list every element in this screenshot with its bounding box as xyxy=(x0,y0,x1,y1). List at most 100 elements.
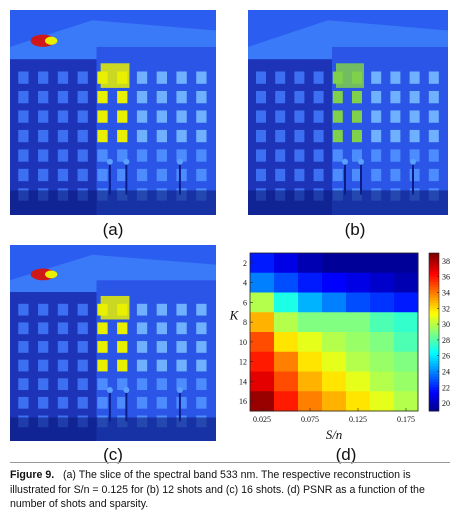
window xyxy=(294,71,305,84)
window xyxy=(196,129,207,143)
window xyxy=(38,168,49,182)
colorbar-tick-label: 22 xyxy=(442,383,450,392)
colorbar-segment xyxy=(429,382,439,386)
lamp-post xyxy=(125,392,128,422)
colorbar-segment xyxy=(429,345,439,349)
window xyxy=(77,303,88,316)
window xyxy=(57,110,69,123)
window xyxy=(390,129,401,143)
window xyxy=(275,168,286,182)
window xyxy=(428,71,439,84)
window xyxy=(390,168,401,182)
window xyxy=(196,71,207,84)
heatmap-cell xyxy=(298,272,323,293)
colorbar-segment xyxy=(429,405,439,409)
window xyxy=(117,396,128,409)
window xyxy=(196,359,207,372)
street xyxy=(10,417,216,441)
y-axis-label: K xyxy=(229,307,240,322)
lamp xyxy=(176,387,183,394)
heatmap-cell xyxy=(274,332,299,353)
window xyxy=(352,149,362,162)
panel-c: (c) xyxy=(10,245,216,470)
window xyxy=(371,129,382,143)
window xyxy=(57,129,69,143)
heatmap-cell xyxy=(370,253,395,274)
window xyxy=(38,396,49,409)
lamp-post xyxy=(108,163,111,195)
window xyxy=(77,168,88,182)
building-image-a xyxy=(10,10,216,215)
window xyxy=(117,359,128,372)
heatmap-cell xyxy=(346,292,371,313)
colorbar-tick-label: 34 xyxy=(442,289,450,298)
heatmap-cell xyxy=(370,312,395,333)
lamp-post xyxy=(125,163,128,195)
window xyxy=(77,90,88,104)
panel-d: 2 4 6 8 10 12 14 16 0.025 0.075 0.125 0.175 S/n K 20 22… xyxy=(228,245,456,470)
heatmap-cell xyxy=(370,332,395,353)
heatmap-cell xyxy=(346,371,371,392)
colorbar-segment xyxy=(429,395,439,399)
x-axis-label: S/n xyxy=(326,427,343,442)
heatmap-cell xyxy=(250,371,275,392)
window xyxy=(313,71,324,84)
window xyxy=(57,303,69,316)
window xyxy=(77,378,88,391)
colorbar-segment xyxy=(429,303,439,307)
heatmap-cell xyxy=(250,332,275,353)
window xyxy=(256,149,266,162)
colorbar-tick-label: 28 xyxy=(442,336,450,345)
y-tick-label: 6 xyxy=(243,298,247,307)
colorbar-segment xyxy=(429,274,439,278)
heatmap-cell xyxy=(250,351,275,372)
colorbar-segment xyxy=(429,324,439,328)
window xyxy=(409,90,420,104)
window xyxy=(294,168,305,182)
window xyxy=(38,110,49,123)
window xyxy=(390,71,401,84)
colorbar-tick-label: 36 xyxy=(442,273,450,282)
window xyxy=(136,71,148,84)
window xyxy=(117,168,128,182)
heatmap-cell xyxy=(394,371,419,392)
heatmap-cell xyxy=(394,312,419,333)
colorbar-segment xyxy=(429,376,439,380)
window xyxy=(57,168,69,182)
window xyxy=(97,90,108,104)
colorbar-segment xyxy=(429,363,439,367)
colorbar-segment xyxy=(429,350,439,354)
window xyxy=(196,341,207,353)
window xyxy=(371,149,382,162)
window xyxy=(313,168,324,182)
window xyxy=(97,359,108,372)
colorbar-segment xyxy=(429,332,439,336)
window xyxy=(38,359,49,372)
lamp xyxy=(342,158,348,165)
window xyxy=(428,110,439,123)
heatmap-cell xyxy=(394,272,419,293)
heatmap-cell xyxy=(346,391,371,412)
window xyxy=(409,149,420,162)
window xyxy=(57,149,69,162)
window xyxy=(428,90,439,104)
window xyxy=(176,168,187,182)
window xyxy=(38,71,49,84)
y-tick-label: 14 xyxy=(239,377,247,386)
heatmap-cell xyxy=(298,391,323,412)
colorbar-segment xyxy=(429,403,439,407)
window xyxy=(57,378,69,391)
heatmap-cell xyxy=(298,292,323,313)
y-tick-label: 16 xyxy=(239,397,247,406)
window xyxy=(156,168,167,182)
window xyxy=(176,322,187,335)
window xyxy=(38,378,49,391)
colorbar-tick-label: 32 xyxy=(442,304,450,313)
colorbar-segment xyxy=(429,305,439,309)
window xyxy=(409,110,420,123)
y-tick-label: 4 xyxy=(243,279,247,288)
window xyxy=(117,322,128,335)
colorbar-segment xyxy=(429,353,439,357)
heatmap-cell xyxy=(346,351,371,372)
window xyxy=(117,341,128,353)
